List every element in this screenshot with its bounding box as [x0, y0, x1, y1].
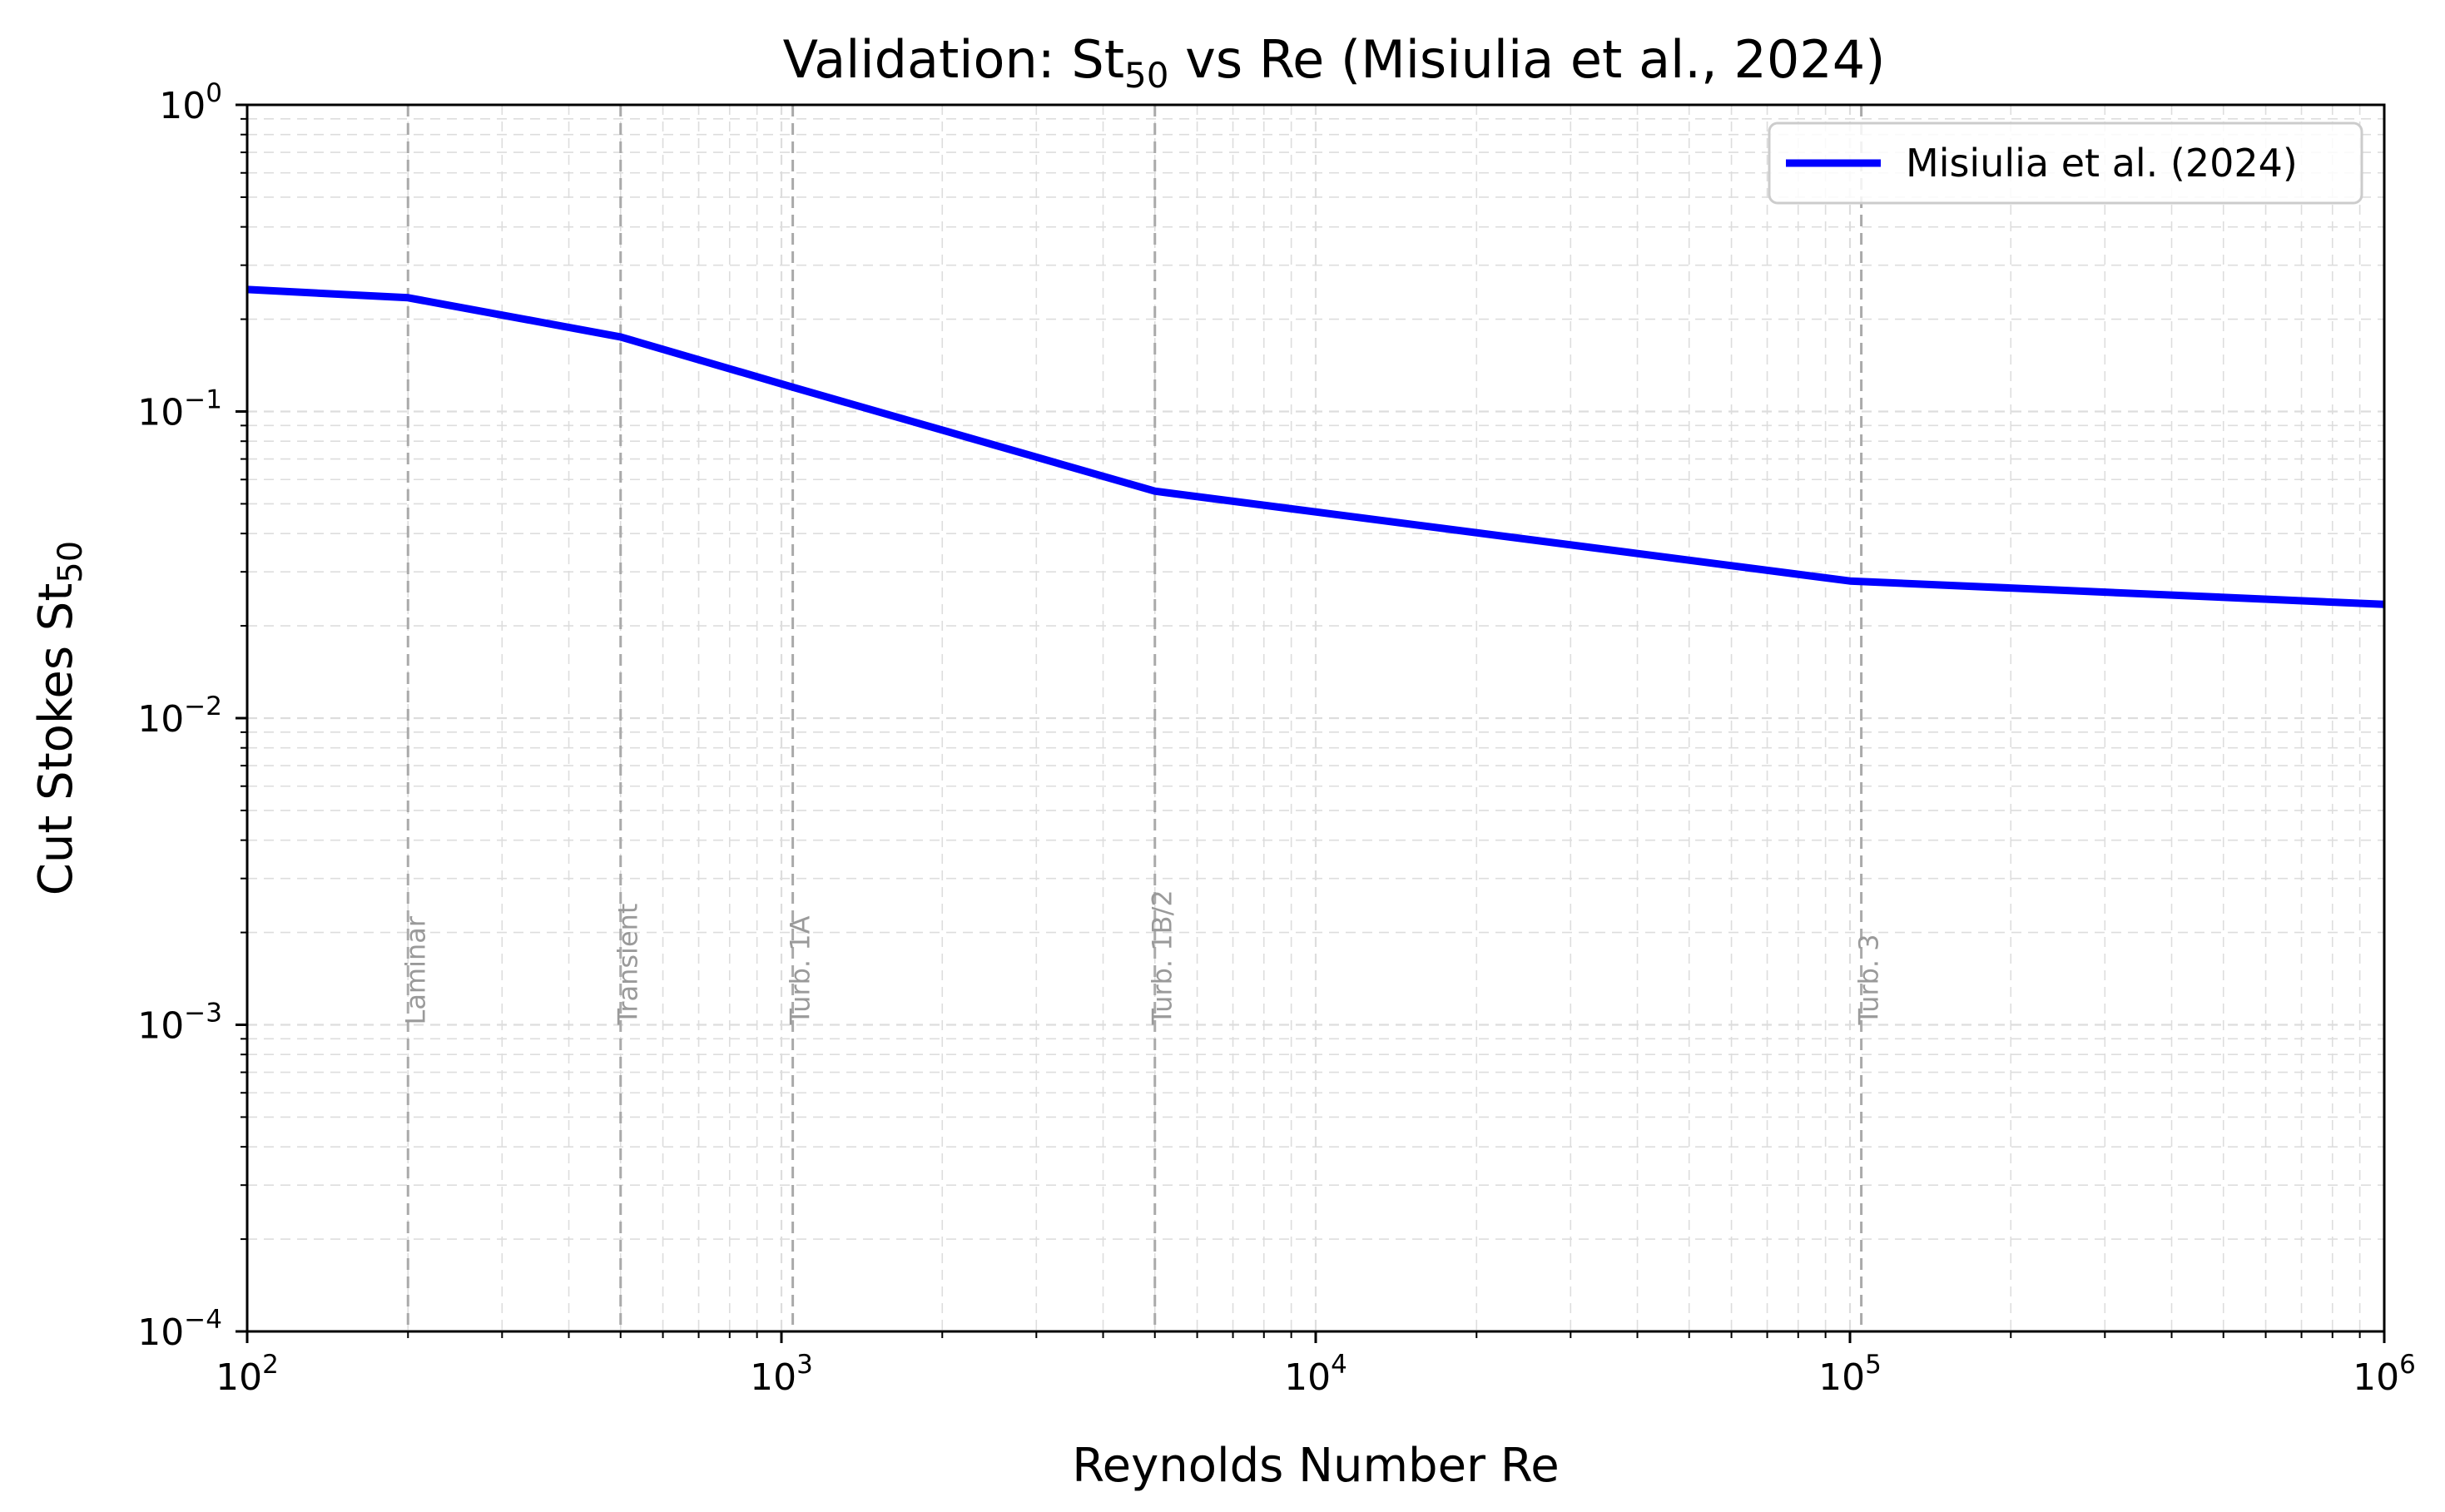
regime-label: Transient [612, 904, 644, 1026]
x-tick-label: 105 [1818, 1350, 1882, 1399]
regime-label: Turb. 1B/2 [1147, 890, 1178, 1025]
chart-title-subscript: 50 [1124, 55, 1168, 96]
regime-markers: Laminar Transient Turb. 1A Turb. 1B/2 Turb. … [399, 105, 1885, 1331]
x-tick-label: 104 [1284, 1350, 1347, 1399]
y-tick-label: 10−1 [137, 385, 222, 434]
regime-label: Turb. 3 [1853, 934, 1885, 1025]
legend-entry-misiulia: Misiulia et al. (2024) [1906, 141, 2298, 186]
y-tick-label: 10−3 [137, 999, 222, 1048]
x-tick-label: 102 [216, 1350, 279, 1399]
x-tick-label: 103 [750, 1350, 813, 1399]
y-axis-label-prefix: Cut Stokes St [29, 583, 83, 895]
legend-box [1768, 121, 2363, 205]
y-tick-label: 100 [159, 78, 222, 127]
x-axis-label: Reynolds Number Re [1072, 1439, 1559, 1493]
regime-label: Turb. 1A [785, 915, 816, 1025]
y-axis-label-subscript: 50 [52, 541, 90, 583]
x-tick-label: 106 [2353, 1350, 2416, 1399]
axis-ticks: 102 103 104 105 106 100 10−1 10−2 10−3 10−4 [137, 78, 2416, 1399]
grid [245, 105, 2384, 1333]
series-layer [246, 285, 2385, 608]
regime-label: Laminar [399, 915, 431, 1024]
series-line-misiulia [246, 285, 2385, 608]
y-axis-label: Cut Stokes St50 [29, 541, 90, 895]
chart-title-suffix: vs Re (Misiulia et al., 2024) [1168, 29, 1885, 90]
chart-title-prefix: Validation: St [783, 29, 1124, 90]
y-tick-label: 10−4 [137, 1305, 222, 1354]
chart-title: Validation: St50 vs Re (Misiulia et al.,… [783, 29, 1886, 96]
y-tick-label: 10−2 [137, 692, 222, 741]
legend: Misiulia et al. (2024) [1768, 121, 2363, 205]
